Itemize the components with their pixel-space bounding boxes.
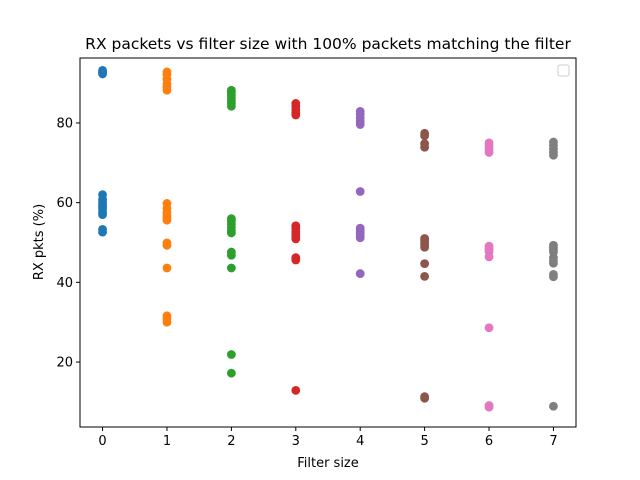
chart-title: RX packets vs filter size with 100% pack…	[85, 35, 571, 53]
y-axis-label: RX pkts (%)	[32, 204, 47, 280]
data-point-x5-8	[420, 242, 430, 252]
data-point-x3-4	[291, 110, 301, 120]
plot-area	[80, 58, 576, 427]
data-point-x2-17	[226, 368, 236, 378]
data-point-x1-14	[162, 263, 172, 273]
data-point-x7-4	[549, 150, 558, 160]
data-point-x2-12	[226, 228, 236, 238]
data-point-x5-9	[420, 259, 430, 269]
data-point-x2-6	[226, 101, 236, 111]
x-tick-label-7: 7	[549, 434, 557, 449]
data-point-x3-12	[291, 255, 301, 265]
data-point-x0-3	[98, 69, 107, 79]
x-tick-label-3: 3	[292, 434, 300, 449]
data-point-x4-5	[355, 187, 365, 196]
x-tick-label-4: 4	[356, 434, 364, 449]
plot-frame	[79, 57, 577, 428]
y-tick-label-60: 60	[56, 196, 73, 211]
data-point-x4-11	[355, 269, 365, 278]
data-point-x4-4	[355, 120, 365, 129]
x-tick-label-2: 2	[227, 434, 235, 449]
data-point-x3-10	[291, 234, 301, 244]
data-point-x6-8	[484, 252, 494, 262]
data-point-x5-3	[420, 142, 430, 152]
data-point-x4-10	[355, 233, 365, 243]
data-points	[98, 65, 558, 412]
x-tick-label-0: 0	[98, 434, 106, 449]
data-point-x2-14	[226, 250, 236, 260]
data-point-x0-13	[98, 227, 107, 237]
data-point-x6-3	[484, 148, 494, 157]
y-tick-label-40: 40	[56, 276, 73, 291]
x-tick-label-6: 6	[485, 434, 493, 449]
data-point-x7-13	[549, 272, 558, 282]
data-point-x1-11	[162, 215, 172, 225]
x-axis-label: Filter size	[297, 456, 359, 471]
data-point-x7-14	[549, 401, 558, 411]
axis-ticks: 0 1 2 3 4 5 6 7 20 40 60 80	[56, 116, 557, 449]
x-tick-label-5: 5	[420, 434, 428, 449]
data-point-x1-5	[162, 85, 172, 95]
y-tick-label-20: 20	[56, 356, 73, 371]
data-point-x0-11	[98, 210, 107, 220]
x-tick-label-1: 1	[163, 434, 171, 449]
legend-box	[557, 64, 570, 77]
data-point-x2-15	[226, 263, 236, 273]
data-point-x5-1	[420, 131, 430, 141]
data-point-x2-16	[226, 350, 236, 359]
data-point-x6-9	[484, 323, 494, 333]
data-point-x1-13	[162, 240, 172, 250]
data-point-x1-17	[162, 317, 172, 327]
y-tick-label-80: 80	[56, 116, 73, 131]
data-point-x5-12	[420, 393, 430, 403]
data-point-x3-13	[291, 385, 301, 395]
data-point-x5-10	[420, 271, 430, 281]
data-point-x6-11	[484, 402, 494, 412]
data-point-x7-11	[549, 258, 558, 268]
